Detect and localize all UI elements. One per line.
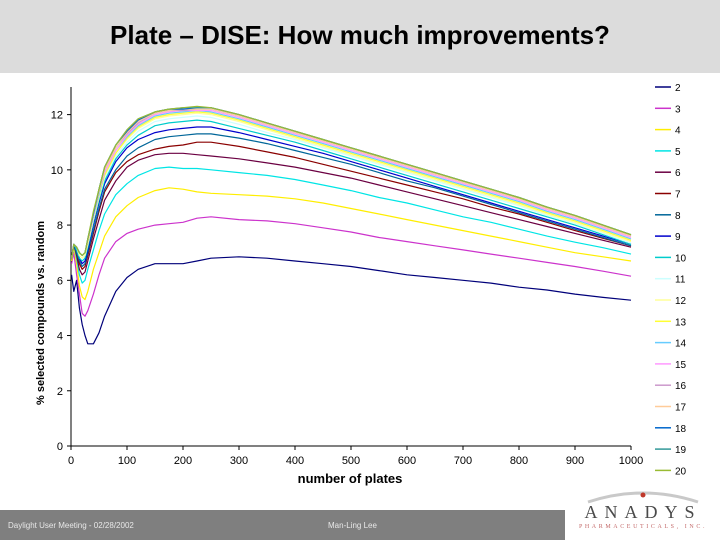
legend-label-8: 8 bbox=[675, 211, 681, 222]
series-line-8 bbox=[71, 133, 632, 268]
x-tick-label: 1000 bbox=[619, 455, 643, 467]
legend-label-7: 7 bbox=[675, 190, 681, 201]
x-axis-label: number of plates bbox=[298, 471, 403, 486]
y-tick-label: 2 bbox=[57, 386, 63, 398]
legend-label-2: 2 bbox=[675, 83, 681, 94]
legend-label-6: 6 bbox=[675, 168, 681, 179]
legend-label-18: 18 bbox=[675, 424, 687, 435]
company-logo: ANADYS PHARMACEUTICALS, INC. bbox=[572, 488, 714, 534]
slide-title: Plate – DISE: How much improvements? bbox=[110, 20, 610, 50]
y-tick-label: 6 bbox=[57, 275, 63, 287]
legend-label-13: 13 bbox=[675, 317, 687, 328]
legend-label-9: 9 bbox=[675, 232, 681, 243]
logo-arc-icon bbox=[587, 491, 699, 504]
line-chart: 0 2 4 6 8 10 12 0 100 200 300 400 500 600 700 800 900 100… bbox=[35, 83, 687, 486]
series-line-5 bbox=[71, 166, 632, 284]
x-tick-label: 300 bbox=[230, 455, 248, 467]
title-band bbox=[0, 0, 720, 73]
series-line-7 bbox=[71, 141, 632, 270]
y-tick-label: 8 bbox=[57, 220, 63, 232]
y-tick-label: 0 bbox=[57, 441, 63, 453]
logo-subtitle: PHARMACEUTICALS, INC. bbox=[578, 524, 708, 530]
legend-label-12: 12 bbox=[675, 296, 687, 307]
series-line-11 bbox=[71, 115, 632, 259]
footer-meeting: Daylight User Meeting - 02/28/2002 bbox=[8, 521, 134, 530]
legend-label-3: 3 bbox=[675, 104, 681, 115]
series-line-9 bbox=[71, 126, 632, 265]
y-tick-label: 12 bbox=[51, 110, 63, 122]
x-tick-label: 200 bbox=[174, 455, 192, 467]
series-line-12 bbox=[71, 112, 632, 259]
series-line-6 bbox=[71, 152, 632, 276]
series-line-10 bbox=[71, 119, 632, 262]
chart-axes: 0 2 4 6 8 10 12 0 100 200 300 400 500 600 700 800 900 100… bbox=[51, 87, 643, 467]
series-line-20 bbox=[71, 105, 632, 259]
footer-author: Man-Ling Lee bbox=[328, 521, 377, 530]
legend-label-4: 4 bbox=[675, 126, 681, 137]
legend-label-15: 15 bbox=[675, 360, 687, 371]
chart-legend: 2 3 4 5 6 7 8 9 10 11 12 13 14 15 16 17 18 19 20 bbox=[655, 83, 687, 477]
legend-label-19: 19 bbox=[675, 445, 687, 456]
chart-series bbox=[71, 105, 632, 345]
x-tick-label: 400 bbox=[286, 455, 304, 467]
footer-band bbox=[0, 510, 565, 540]
series-line-4 bbox=[71, 187, 632, 301]
x-tick-label: 800 bbox=[510, 455, 528, 467]
x-tick-label: 500 bbox=[342, 455, 360, 467]
x-tick-label: 700 bbox=[454, 455, 472, 467]
legend-label-17: 17 bbox=[675, 403, 687, 414]
legend-label-20: 20 bbox=[675, 466, 687, 477]
legend-label-14: 14 bbox=[675, 339, 687, 350]
legend-label-10: 10 bbox=[675, 253, 687, 264]
x-tick-label: 600 bbox=[398, 455, 416, 467]
legend-label-11: 11 bbox=[675, 275, 686, 286]
logo-word: ANADYS bbox=[584, 502, 702, 522]
y-tick-label: 10 bbox=[51, 165, 63, 177]
x-tick-label: 0 bbox=[68, 455, 74, 467]
x-tick-label: 900 bbox=[566, 455, 584, 467]
legend-label-5: 5 bbox=[675, 147, 681, 158]
series-line-2 bbox=[71, 256, 632, 345]
series-line-3 bbox=[71, 216, 632, 317]
y-tick-label: 4 bbox=[57, 331, 63, 343]
x-tick-label: 100 bbox=[118, 455, 136, 467]
y-axis-label: % selected compounds vs. random bbox=[35, 221, 47, 405]
legend-label-16: 16 bbox=[675, 381, 687, 392]
